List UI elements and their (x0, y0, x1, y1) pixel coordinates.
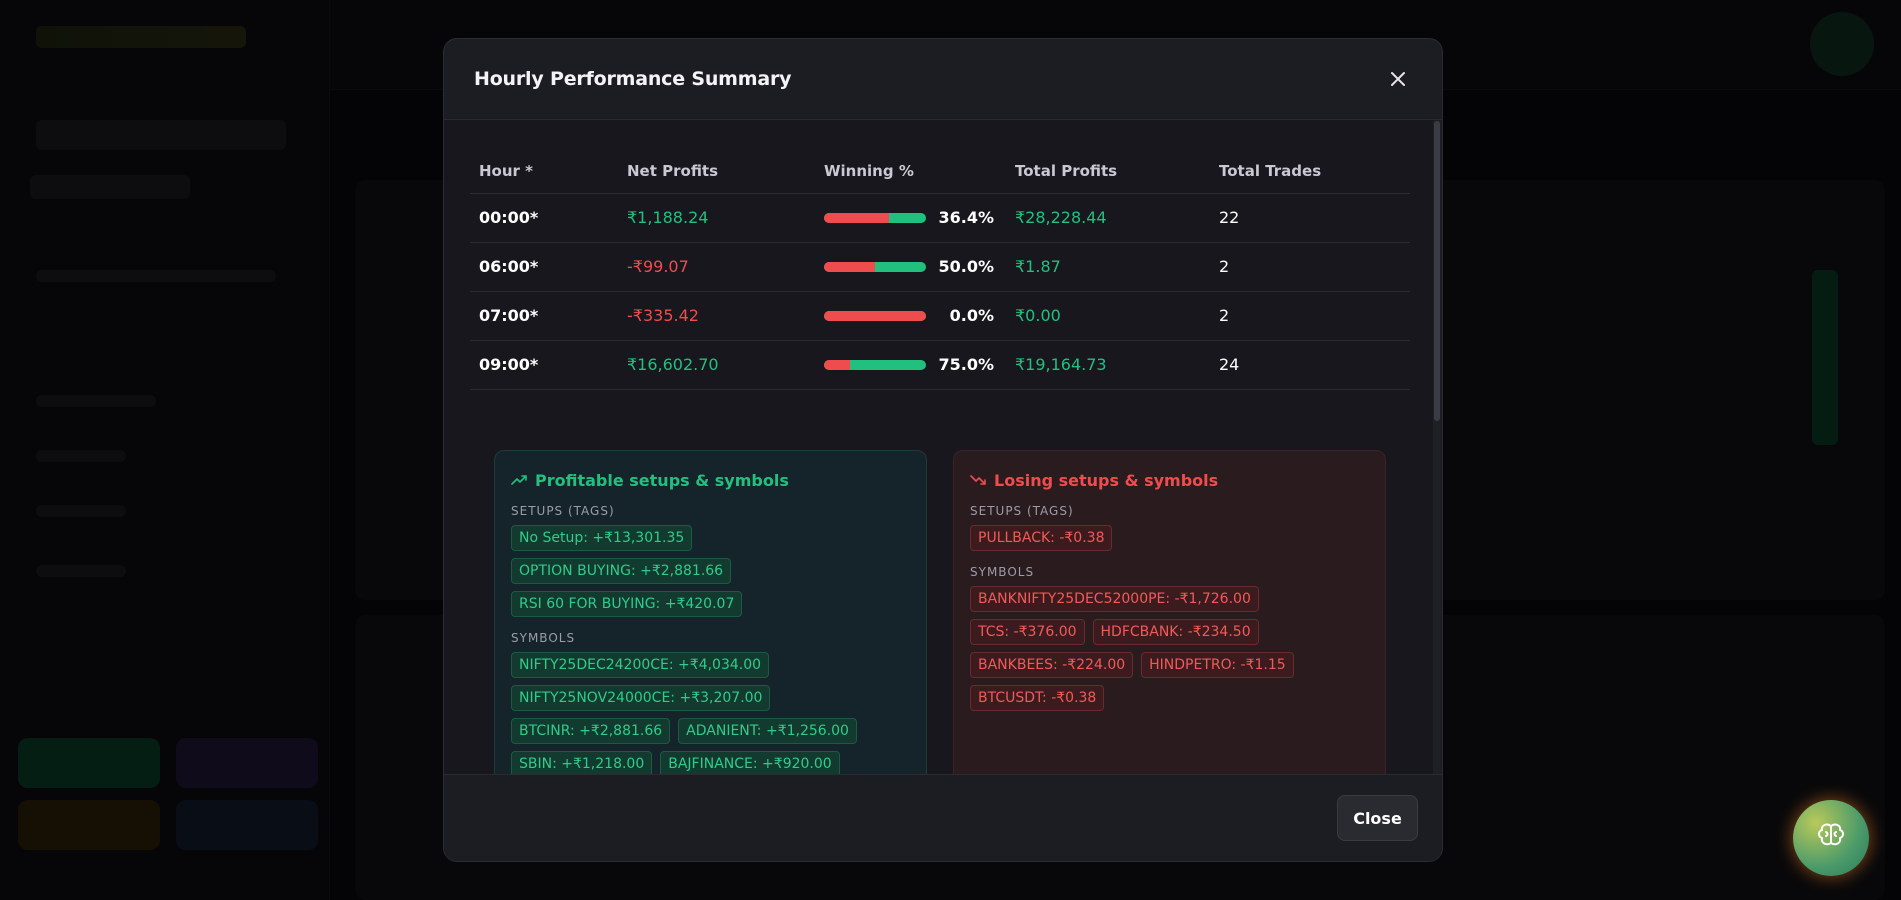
chip: No Setup: +₹13,301.35 (511, 525, 693, 551)
modal-body[interactable]: Hour * Net Profits Winning % Total Profi… (444, 120, 1434, 776)
hour-cell: 00:00* (470, 193, 618, 243)
table-row: 06:00* -₹99.07 50.0% ₹1.87 2 (470, 242, 1410, 292)
column-header-total-trades: Total Trades (1210, 150, 1410, 194)
chip: BAJFINANCE: +₹920.00 (660, 751, 840, 776)
total-profit-cell: ₹0.00 (1006, 291, 1210, 341)
assistant-button[interactable] (1793, 800, 1869, 876)
winning-pct-bar (824, 261, 926, 272)
table-row: 00:00* ₹1,188.24 36.4% ₹28,228.44 22 (470, 193, 1410, 243)
total-profit-cell: ₹1.87 (1006, 242, 1210, 292)
hour-cell: 09:00* (470, 340, 618, 390)
net-profit-cell: ₹1,188.24 (618, 193, 815, 243)
column-header-net-profits: Net Profits (618, 150, 815, 194)
winning-pct-value: 36.4% (938, 208, 994, 227)
modal-scrollbar[interactable] (1433, 121, 1441, 777)
losing-card: Losing setups & symbols SETUPS (TAGS) PU… (953, 450, 1386, 776)
table-header-row: Hour * Net Profits Winning % Total Profi… (470, 150, 1410, 194)
total-trades-cell: 2 (1210, 291, 1410, 341)
losing-card-title: Losing setups & symbols (970, 471, 1369, 490)
losing-card-label: Losing setups & symbols (994, 471, 1219, 490)
hourly-performance-table: Hour * Net Profits Winning % Total Profi… (470, 150, 1410, 390)
chip: HDFCBANK: -₹234.50 (1092, 619, 1259, 645)
winning-pct-bar (824, 310, 926, 321)
winning-pct-value: 75.0% (938, 355, 994, 374)
chip: RSI 60 FOR BUYING: +₹420.07 (511, 591, 743, 617)
winning-pct-cell: 50.0% (815, 242, 1006, 292)
scrollbar-thumb[interactable] (1434, 121, 1440, 421)
chip: PULLBACK: -₹0.38 (970, 525, 1113, 551)
chip: ADANIENT: +₹1,256.00 (678, 718, 857, 744)
chip: HINDPETRO: -₹1.15 (1141, 652, 1294, 678)
profitable-card-label: Profitable setups & symbols (535, 471, 789, 490)
column-header-winning-pct: Winning % (815, 150, 1006, 194)
chip: OPTION BUYING: +₹2,881.66 (511, 558, 732, 584)
winning-pct-value: 50.0% (938, 257, 994, 276)
total-trades-cell: 24 (1210, 340, 1410, 390)
profitable-symbols-list: NIFTY25DEC24200CE: +₹4,034.00 NIFTY25NOV2… (511, 652, 910, 776)
chip: NIFTY25DEC24200CE: +₹4,034.00 (511, 652, 770, 678)
net-profit-cell: ₹16,602.70 (618, 340, 815, 390)
trending-up-icon (511, 471, 527, 490)
chip: NIFTY25NOV24000CE: +₹3,207.00 (511, 685, 771, 711)
losing-setups-label: SETUPS (TAGS) (970, 504, 1074, 518)
net-profit-cell: -₹335.42 (618, 291, 815, 341)
total-profit-cell: ₹28,228.44 (1006, 193, 1210, 243)
chip: BTCUSDT: -₹0.38 (970, 685, 1105, 711)
modal-title: Hourly Performance Summary (474, 68, 792, 90)
close-icon[interactable] (1384, 65, 1412, 93)
profitable-setups-label: SETUPS (TAGS) (511, 504, 615, 518)
chip: SBIN: +₹1,218.00 (511, 751, 653, 776)
winning-pct-bar (824, 212, 926, 223)
hour-cell: 07:00* (470, 291, 618, 341)
losing-symbols-list: BANKNIFTY25DEC52000PE: -₹1,726.00 TCS: -₹… (970, 586, 1369, 711)
chip: BANKNIFTY25DEC52000PE: -₹1,726.00 (970, 586, 1259, 612)
profitable-card-title: Profitable setups & symbols (511, 471, 910, 490)
column-header-hour: Hour * (470, 150, 618, 194)
chip: BTCINR: +₹2,881.66 (511, 718, 671, 744)
losing-setups-list: PULLBACK: -₹0.38 (970, 525, 1369, 551)
table-row: 07:00* -₹335.42 0.0% ₹0.00 2 (470, 291, 1410, 341)
total-trades-cell: 2 (1210, 242, 1410, 292)
total-trades-cell: 22 (1210, 193, 1410, 243)
profitable-card: Profitable setups & symbols SETUPS (TAGS… (494, 450, 927, 776)
winning-pct-bar (824, 359, 926, 370)
setups-symbols-section: Profitable setups & symbols SETUPS (TAGS… (494, 450, 1386, 776)
winning-pct-cell: 0.0% (815, 291, 1006, 341)
close-button[interactable]: Close (1337, 795, 1418, 841)
winning-pct-cell: 36.4% (815, 193, 1006, 243)
trending-down-icon (970, 471, 986, 490)
hourly-performance-modal: Hourly Performance Summary Hour * Net Pr… (443, 38, 1443, 862)
table-row: 09:00* ₹16,602.70 75.0% ₹19,164.73 24 (470, 340, 1410, 390)
profitable-setups-list: No Setup: +₹13,301.35 OPTION BUYING: +₹2,… (511, 525, 910, 617)
hour-cell: 06:00* (470, 242, 618, 292)
chip: TCS: -₹376.00 (970, 619, 1085, 645)
modal-footer: Close (444, 774, 1442, 861)
modal-header: Hourly Performance Summary (444, 39, 1442, 120)
profitable-symbols-label: SYMBOLS (511, 631, 576, 645)
chip: BANKBEES: -₹224.00 (970, 652, 1134, 678)
winning-pct-cell: 75.0% (815, 340, 1006, 390)
losing-symbols-label: SYMBOLS (970, 565, 1035, 579)
column-header-total-profits: Total Profits (1006, 150, 1210, 194)
winning-pct-value: 0.0% (949, 306, 994, 325)
net-profit-cell: -₹99.07 (618, 242, 815, 292)
brain-icon (1815, 820, 1847, 856)
total-profit-cell: ₹19,164.73 (1006, 340, 1210, 390)
